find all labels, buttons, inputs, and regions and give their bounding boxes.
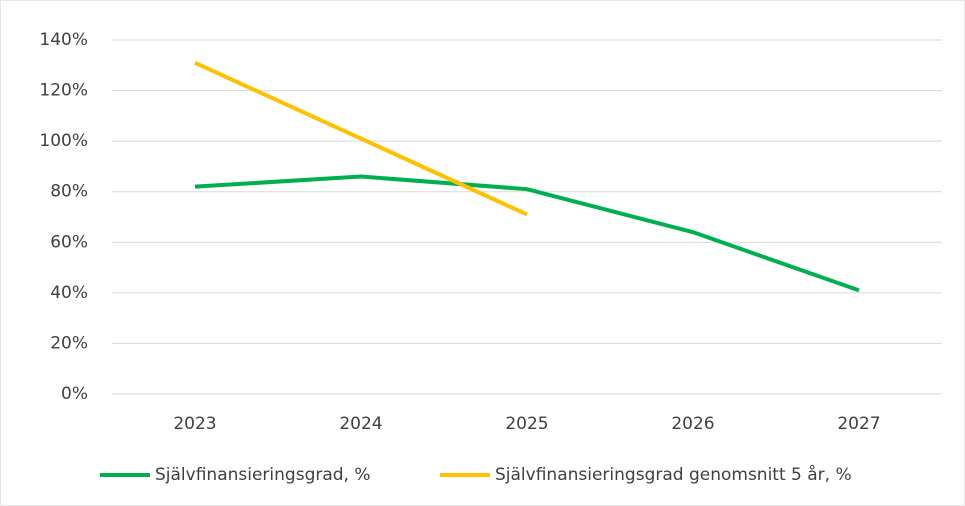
y-tick-label: 120% [39,81,88,101]
y-tick-label: 0% [61,384,88,404]
series-line [194,174,860,293]
y-tick-label: 100% [39,131,88,151]
legend-label: Självfinansieringsgrad genomsnitt 5 år, … [495,464,852,485]
y-tick-label: 20% [50,333,88,353]
x-tick-label: 2027 [837,414,880,434]
y-tick-label: 140% [39,30,88,50]
legend-label: Självfinansieringsgrad, % [155,465,371,485]
x-tick-label: 2025 [505,414,548,434]
x-tick-label: 2026 [671,414,714,434]
y-tick-label: 80% [50,182,88,202]
y-tick-label: 60% [50,232,88,252]
series-line [194,60,528,217]
x-tick-label: 2023 [173,414,216,434]
x-tick-label: 2024 [339,414,382,434]
y-tick-label: 40% [50,283,88,303]
